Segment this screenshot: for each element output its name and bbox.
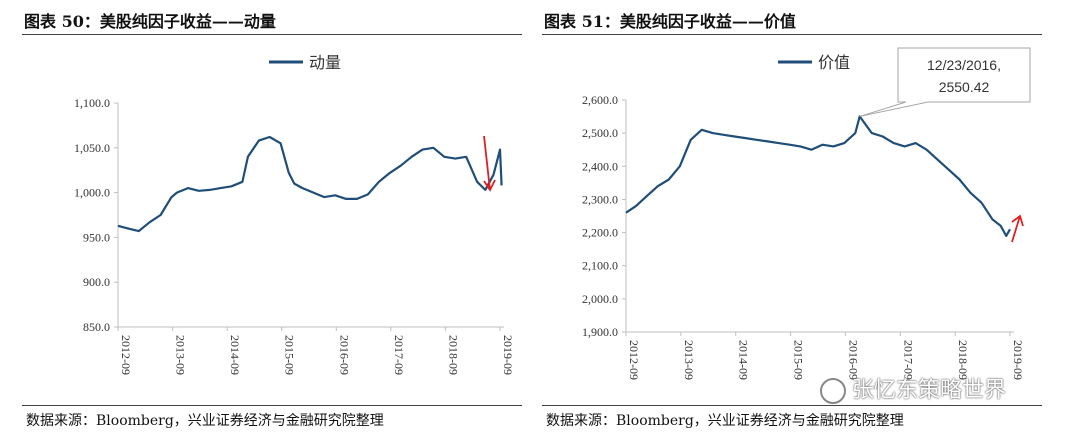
- y-tick-label: 2,000.0: [582, 292, 618, 306]
- annotation-value: 2550.42: [939, 79, 990, 95]
- x-tick-label: 2013-09: [682, 340, 696, 380]
- annotation-label: 12/23/2016,: [927, 57, 1001, 73]
- y-tick-label: 2,200.0: [582, 226, 618, 240]
- x-tick-label: 2014-09: [737, 340, 751, 380]
- figure-51: 图表 51：美股纯因子收益——价值 2,600.0 2,500.0 2,400.0 2…: [542, 0, 1062, 436]
- y-tick-label: 2,300.0: [582, 192, 618, 206]
- y-tick-label: 950.0: [83, 230, 110, 244]
- momentum-chart: 1,100.0 1,050.0 1,000.0 950.0 900.0 850.0 2012…: [74, 53, 515, 375]
- value-chart: 2,600.0 2,500.0 2,400.0 2,300.0 2,200.0 2,100…: [582, 47, 1031, 380]
- y-tick-label: 2,500.0: [582, 126, 618, 140]
- source-note: 数据来源：Bloomberg，兴业证券经济与金融研究院整理: [546, 413, 904, 429]
- y-tick-label: 1,050.0: [74, 141, 110, 155]
- watermark: 张忆东策略世界: [820, 372, 1006, 404]
- x-tick-label: 2018-09: [956, 340, 970, 380]
- watermark-text: 张忆东策略世界: [852, 378, 1007, 403]
- source-rule: [22, 405, 522, 406]
- trend-arrow-up: [1011, 215, 1021, 243]
- y-tick-label: 1,100.0: [74, 96, 110, 110]
- series-line: [117, 135, 503, 233]
- figure-title: 图表 50：美股纯因子收益——动量: [24, 12, 276, 31]
- x-tick-label: 2016-09: [846, 340, 860, 380]
- y-tick-label: 850.0: [83, 320, 110, 334]
- trend-arrow-down: [483, 135, 491, 191]
- x-tick-label: 2019-09: [1011, 340, 1025, 380]
- title-rule: [542, 34, 1042, 35]
- y-tick-label: 2,400.0: [582, 159, 618, 173]
- legend-label: 价值: [818, 53, 850, 72]
- x-tick-label: 2012-09: [627, 340, 641, 380]
- x-tick-label: 2014-09: [228, 335, 242, 375]
- x-tick-label: 2018-09: [446, 335, 460, 375]
- y-tick-label: 2,100.0: [582, 259, 618, 273]
- x-tick-label: 2017-09: [392, 335, 406, 375]
- title-rule: [22, 34, 522, 35]
- trend-arrow-head: [483, 179, 496, 192]
- y-tick-label: 1,000.0: [74, 186, 110, 200]
- source-note: 数据来源：Bloomberg，兴业证券经济与金融研究院整理: [26, 413, 384, 429]
- y-tick-label: 2,600.0: [582, 93, 618, 107]
- x-tick-label: 2015-09: [283, 335, 297, 375]
- legend-label: 动量: [309, 53, 341, 72]
- source-rule: [542, 405, 1042, 406]
- y-tick-label: 1,900.0: [582, 325, 618, 339]
- figure-title: 图表 51：美股纯因子收益——价值: [544, 12, 796, 31]
- trend-arrow-head: [1011, 214, 1024, 227]
- x-tick-label: 2015-09: [792, 340, 806, 380]
- annotation-callout: [859, 47, 1031, 117]
- x-tick-label: 2016-09: [337, 335, 351, 375]
- x-tick-label: 2012-09: [119, 335, 133, 375]
- y-tick-label: 900.0: [83, 275, 110, 289]
- x-tick-label: 2017-09: [901, 340, 915, 380]
- series-line: [625, 115, 1011, 237]
- x-tick-label: 2013-09: [174, 335, 188, 375]
- figure-50: 图表 50：美股纯因子收益——动量 1,100.0 1,050.0 1,000.0 9…: [22, 0, 542, 436]
- wechat-icon: [820, 378, 846, 404]
- x-tick-label: 2019-09: [501, 335, 515, 375]
